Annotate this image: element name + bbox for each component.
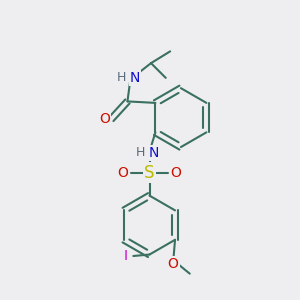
Text: I: I bbox=[124, 249, 128, 263]
Text: O: O bbox=[171, 166, 182, 180]
Text: H: H bbox=[117, 71, 126, 84]
Text: N: N bbox=[149, 146, 159, 160]
Text: S: S bbox=[144, 164, 155, 182]
Text: N: N bbox=[130, 71, 140, 85]
Text: O: O bbox=[167, 257, 178, 271]
Text: H: H bbox=[136, 146, 146, 159]
Text: O: O bbox=[99, 112, 110, 126]
Text: O: O bbox=[118, 166, 128, 180]
